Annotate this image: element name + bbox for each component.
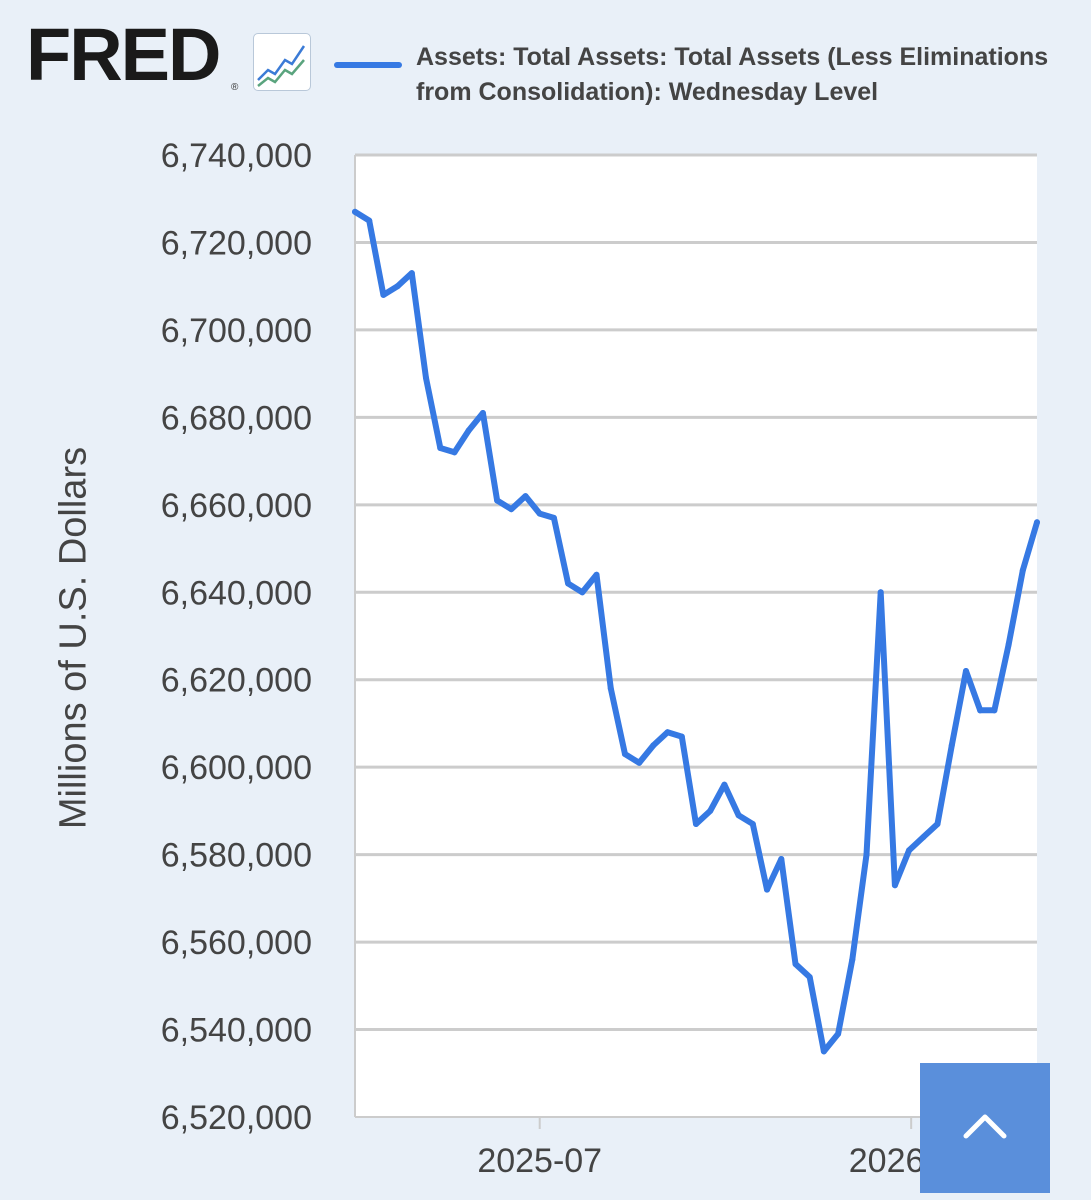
y-tick-label: 6,680,000: [161, 399, 312, 437]
y-tick-label: 6,700,000: [161, 312, 312, 350]
y-tick-label: 6,620,000: [161, 662, 312, 700]
grid-lines: [355, 153, 1037, 1032]
y-axis-ticks: 6,520,000 6,540,000 6,560,000 6,580,000 6,60…: [161, 137, 312, 1137]
data-point[interactable]: [479, 409, 486, 416]
fred-line-chart-icon: [253, 33, 311, 91]
y-tick-label: 6,560,000: [161, 924, 312, 962]
chart-header: FRED ® Assets: Total Assets: Total Asset…: [0, 0, 1091, 130]
fred-logo[interactable]: FRED: [26, 13, 221, 96]
data-point[interactable]: [522, 493, 529, 500]
data-point[interactable]: [948, 742, 955, 749]
data-point[interactable]: [394, 283, 401, 290]
data-point[interactable]: [934, 821, 941, 828]
data-point[interactable]: [593, 571, 600, 578]
y-tick-label: 6,740,000: [161, 137, 312, 175]
data-point[interactable]: [891, 882, 898, 889]
data-point[interactable]: [579, 589, 586, 596]
data-point[interactable]: [707, 807, 714, 814]
data-point[interactable]: [437, 444, 444, 451]
data-point[interactable]: [820, 1048, 827, 1055]
y-tick-label: 6,580,000: [161, 837, 312, 875]
data-point[interactable]: [678, 733, 685, 740]
data-point[interactable]: [920, 834, 927, 841]
data-point[interactable]: [366, 217, 373, 224]
legend-line-swatch: [334, 62, 402, 68]
chevron-up-icon: [963, 1114, 1007, 1139]
data-point[interactable]: [508, 506, 515, 513]
data-point[interactable]: [735, 812, 742, 819]
series-group: [352, 208, 1040, 1055]
y-tick-label: 6,600,000: [161, 749, 312, 787]
data-point[interactable]: [636, 759, 643, 766]
data-point[interactable]: [536, 510, 543, 517]
data-point[interactable]: [621, 751, 628, 758]
scroll-to-top-button[interactable]: [920, 1063, 1050, 1193]
data-point[interactable]: [664, 729, 671, 736]
data-point[interactable]: [721, 781, 728, 788]
y-tick-label: 6,540,000: [161, 1012, 312, 1050]
data-point[interactable]: [749, 821, 756, 828]
data-point[interactable]: [451, 449, 458, 456]
data-point[interactable]: [494, 497, 501, 504]
x-tick-label: 2025-07: [477, 1142, 602, 1180]
data-point[interactable]: [550, 514, 557, 521]
data-point[interactable]: [408, 270, 415, 277]
x-axis-ticks: 2025-07 2026-01: [477, 1117, 974, 1180]
data-point[interactable]: [806, 974, 813, 981]
data-point[interactable]: [863, 851, 870, 858]
data-point[interactable]: [991, 707, 998, 714]
y-tick-label: 6,720,000: [161, 224, 312, 262]
data-point[interactable]: [792, 960, 799, 967]
data-point[interactable]: [1019, 567, 1026, 574]
data-point[interactable]: [835, 1030, 842, 1037]
data-point[interactable]: [423, 375, 430, 382]
y-tick-label: 6,660,000: [161, 487, 312, 525]
data-point[interactable]: [650, 742, 657, 749]
data-point[interactable]: [352, 208, 358, 215]
data-point[interactable]: [962, 667, 969, 674]
data-point[interactable]: [977, 707, 984, 714]
data-point[interactable]: [693, 821, 699, 828]
data-point[interactable]: [849, 956, 856, 963]
fred-registered-mark: ®: [231, 82, 239, 93]
data-point[interactable]: [764, 886, 771, 893]
y-tick-label: 6,520,000: [161, 1099, 312, 1137]
data-point[interactable]: [565, 580, 572, 587]
plot-area: [355, 155, 1037, 1117]
legend-series-label[interactable]: Assets: Total Assets: Total Assets (Less…: [416, 43, 1049, 106]
data-point[interactable]: [1005, 641, 1012, 648]
data-point[interactable]: [465, 427, 472, 434]
data-point[interactable]: [1034, 519, 1040, 526]
y-tick-label: 6,640,000: [161, 574, 312, 612]
data-point[interactable]: [906, 847, 913, 854]
data-point[interactable]: [778, 856, 785, 863]
data-point[interactable]: [380, 291, 387, 298]
data-point[interactable]: [607, 685, 614, 692]
data-point[interactable]: [877, 589, 884, 596]
